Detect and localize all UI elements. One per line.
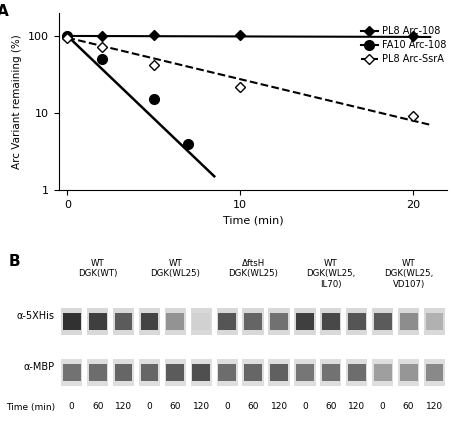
Bar [242,308,263,335]
Text: WT
DGK(WT): WT DGK(WT) [78,259,117,278]
Bar [61,359,82,386]
Text: 60: 60 [324,402,336,411]
Bar [321,313,339,330]
Bar [319,359,341,386]
Bar [113,308,134,335]
Text: 0: 0 [379,402,385,411]
Bar [319,308,341,335]
Text: 60: 60 [402,402,414,411]
Text: 120: 120 [192,402,209,411]
Bar [88,364,106,381]
Bar [63,313,80,330]
Bar [166,313,184,330]
Bar [166,364,184,381]
Text: 120: 120 [270,402,287,411]
Text: 0: 0 [224,402,230,411]
Bar [425,313,442,330]
Bar [425,364,442,381]
Bar [192,313,210,330]
Bar [216,359,237,386]
Bar [61,308,82,335]
Bar [399,313,417,330]
Bar [63,364,80,381]
X-axis label: Time (min): Time (min) [222,215,283,225]
Text: α-MBP: α-MBP [24,362,55,372]
Bar [242,359,263,386]
Bar [244,313,262,330]
Text: α-5XHis: α-5XHis [17,311,55,321]
Bar [218,364,235,381]
Text: B: B [8,254,20,269]
Text: 60: 60 [169,402,181,411]
Bar [397,359,419,386]
Bar [268,308,289,335]
Bar [190,359,212,386]
Text: 60: 60 [92,402,103,411]
Bar [138,308,160,335]
Text: WT
DGK(WL25,
IL70): WT DGK(WL25, IL70) [306,259,354,289]
Bar [423,359,444,386]
Bar [294,308,315,335]
Bar [87,359,108,386]
Bar [373,364,391,381]
Bar [113,359,134,386]
Bar [87,308,108,335]
Bar [371,308,392,335]
Bar [295,364,313,381]
Bar [373,313,391,330]
Bar [190,308,212,335]
Bar [164,308,186,335]
Bar [140,364,158,381]
Bar [345,308,367,335]
Legend: PL8 Arc-108, FA10 Arc-108, PL8 Arc-SsrA: PL8 Arc-108, FA10 Arc-108, PL8 Arc-SsrA [360,26,446,64]
Bar [321,364,339,381]
Bar [347,313,365,330]
Text: WT
DGK(WL25,
VD107): WT DGK(WL25, VD107) [383,259,432,289]
Bar [138,359,160,386]
Bar [88,313,106,330]
Text: ΔftsH
DGK(WL25): ΔftsH DGK(WL25) [228,259,277,278]
Text: 0: 0 [301,402,307,411]
Bar [115,364,132,381]
Bar [218,313,235,330]
Bar [164,359,186,386]
Bar [295,313,313,330]
Bar [140,313,158,330]
Text: Time (min): Time (min) [6,403,55,412]
Bar [216,308,237,335]
Bar [270,313,287,330]
Text: 120: 120 [347,402,364,411]
Bar [115,313,132,330]
Bar [244,364,262,381]
Bar [397,308,419,335]
Text: 60: 60 [247,402,258,411]
Text: A: A [0,4,8,19]
Bar [294,359,315,386]
Text: 0: 0 [146,402,152,411]
Bar [423,308,444,335]
Text: WT
DGK(WL25): WT DGK(WL25) [150,259,200,278]
Bar [192,364,210,381]
Text: 120: 120 [425,402,442,411]
Bar [399,364,417,381]
Bar [345,359,367,386]
Bar [347,364,365,381]
Text: 0: 0 [69,402,74,411]
Bar [270,364,287,381]
Bar [371,359,392,386]
Text: 120: 120 [115,402,132,411]
Bar [268,359,289,386]
Y-axis label: Arc Variant remaining (%): Arc Variant remaining (%) [13,34,23,169]
